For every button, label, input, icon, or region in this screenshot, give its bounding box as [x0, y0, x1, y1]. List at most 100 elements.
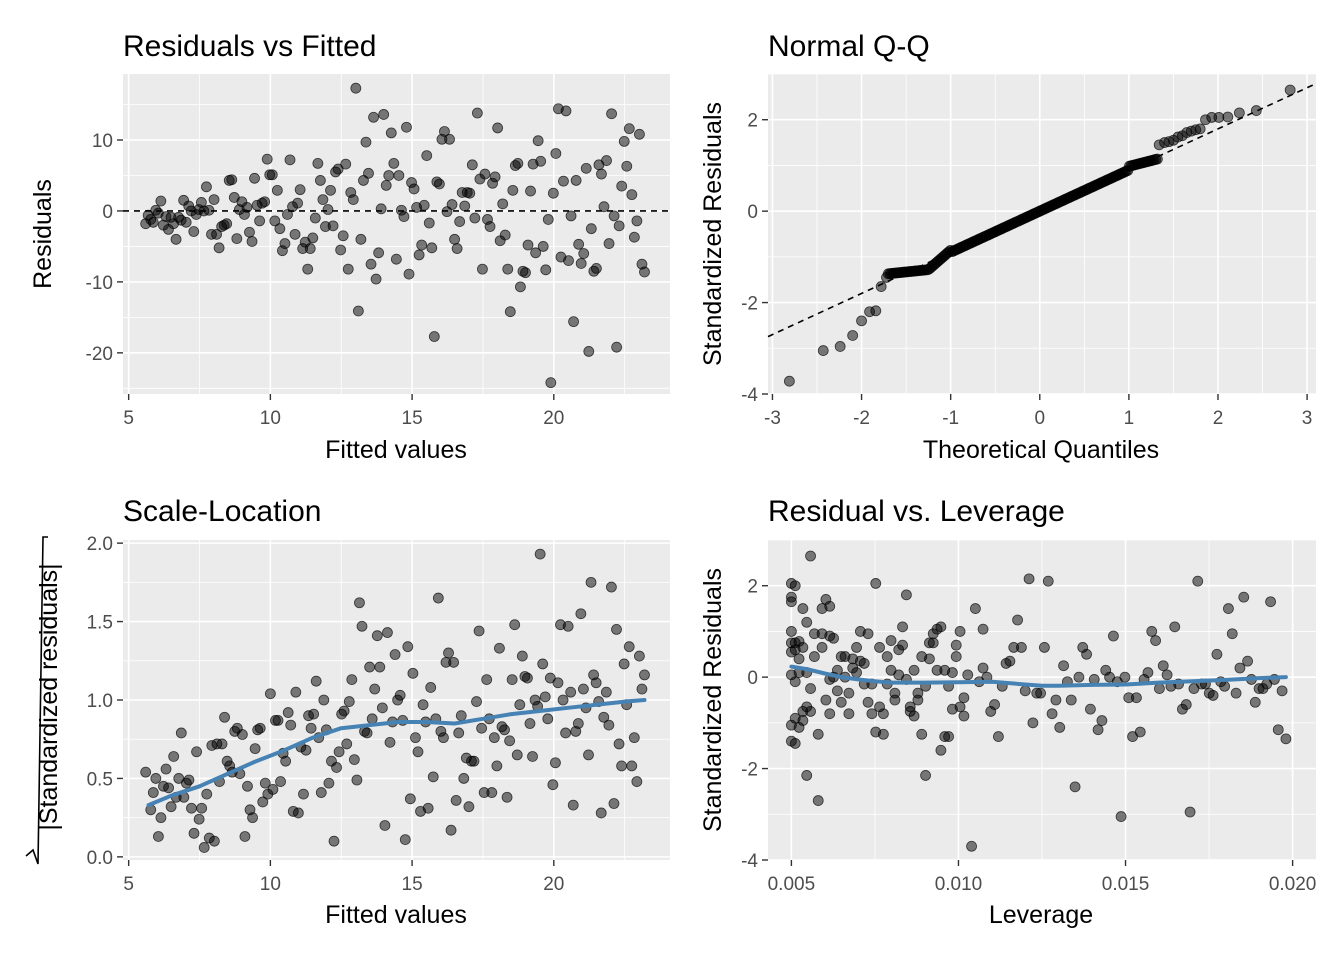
data-point — [488, 732, 500, 744]
data-point — [459, 200, 471, 212]
data-point — [525, 185, 536, 197]
data-point — [254, 722, 266, 734]
data-point — [266, 169, 278, 181]
data-point — [389, 649, 401, 660]
y-tick-label: 0 — [747, 668, 758, 689]
data-point — [317, 194, 329, 205]
data-point — [369, 683, 381, 695]
data-point — [236, 729, 248, 740]
data-point — [557, 694, 569, 706]
data-point — [908, 710, 920, 722]
x-tick-label: 0.010 — [935, 874, 983, 895]
data-point — [365, 258, 377, 270]
data-point — [292, 807, 304, 819]
data-point — [211, 228, 222, 240]
y-tick-label: 10 — [92, 131, 113, 152]
data-point — [371, 630, 383, 642]
data-point — [870, 305, 882, 317]
data-point — [858, 658, 870, 669]
points-group — [140, 548, 650, 853]
y-tick-label: 0.5 — [87, 769, 113, 790]
data-point — [501, 791, 513, 803]
data-point — [1023, 573, 1035, 585]
data-point — [502, 263, 514, 275]
data-point — [463, 801, 475, 813]
data-point — [512, 158, 524, 169]
data-point — [282, 209, 293, 220]
data-point — [1054, 722, 1066, 733]
data-point — [889, 694, 901, 706]
data-point — [820, 694, 832, 706]
data-point — [201, 181, 212, 193]
data-point — [471, 107, 483, 119]
data-point — [1058, 660, 1069, 672]
data-point — [866, 708, 878, 720]
data-point — [1207, 690, 1219, 701]
data-point — [515, 281, 526, 293]
data-point — [1223, 603, 1234, 614]
data-point — [506, 674, 518, 686]
data-point — [152, 831, 164, 842]
data-point — [585, 223, 597, 235]
data-point — [221, 218, 233, 230]
data-point — [511, 749, 523, 761]
y-tick-label: 1.0 — [87, 691, 113, 712]
data-point — [1249, 696, 1261, 708]
data-point — [626, 189, 638, 201]
x-tick-label: 20 — [543, 874, 564, 895]
x-tick-label: -3 — [764, 408, 781, 429]
data-point — [294, 184, 306, 196]
data-point — [578, 248, 590, 259]
y-axis-label: Standardized Residuals — [699, 102, 727, 366]
data-point — [249, 743, 261, 755]
x-tick-label: 5 — [123, 408, 134, 429]
data-point — [542, 713, 554, 725]
data-point — [413, 249, 425, 261]
data-point — [338, 705, 350, 717]
data-point — [280, 755, 292, 767]
x-tick-label: 3 — [1302, 408, 1313, 429]
data-point — [634, 650, 645, 662]
data-point — [843, 687, 855, 699]
data-point — [785, 596, 797, 608]
x-tick-label: 0.020 — [1269, 874, 1317, 895]
data-point — [350, 82, 362, 94]
data-point — [828, 632, 839, 644]
data-point — [249, 172, 260, 184]
data-point — [585, 576, 597, 588]
data-point — [259, 777, 271, 789]
data-point — [552, 677, 564, 689]
data-point — [847, 330, 859, 341]
axis-ticks: 0.005 0.010 0.015 0.020 -4 -2 0 2 — [741, 577, 1316, 895]
data-point — [226, 174, 238, 186]
data-point — [1161, 669, 1173, 681]
x-tick-label: 2 — [1213, 408, 1224, 429]
data-point — [1194, 123, 1206, 135]
data-point — [573, 238, 585, 250]
data-point — [318, 694, 330, 706]
data-point — [537, 658, 549, 670]
data-point — [499, 724, 510, 736]
data-point — [289, 228, 301, 240]
loess-smooth-line — [789, 664, 1288, 688]
data-point — [1222, 111, 1234, 123]
data-point — [639, 669, 650, 681]
loess-smooth-line — [146, 698, 647, 808]
data-point — [1284, 84, 1296, 96]
data-point — [383, 170, 395, 181]
data-point — [257, 796, 269, 808]
data-point — [900, 589, 912, 601]
data-point — [354, 597, 365, 609]
data-point — [360, 136, 372, 148]
data-point — [623, 641, 635, 653]
y-tick-label: 2.0 — [87, 534, 113, 555]
data-point — [527, 751, 538, 762]
data-point — [547, 187, 559, 199]
data-point — [590, 677, 602, 689]
data-point — [175, 727, 187, 739]
data-point — [1108, 630, 1119, 642]
plot-panel-background — [123, 74, 670, 394]
data-point — [423, 217, 435, 229]
points-group — [785, 550, 1292, 852]
